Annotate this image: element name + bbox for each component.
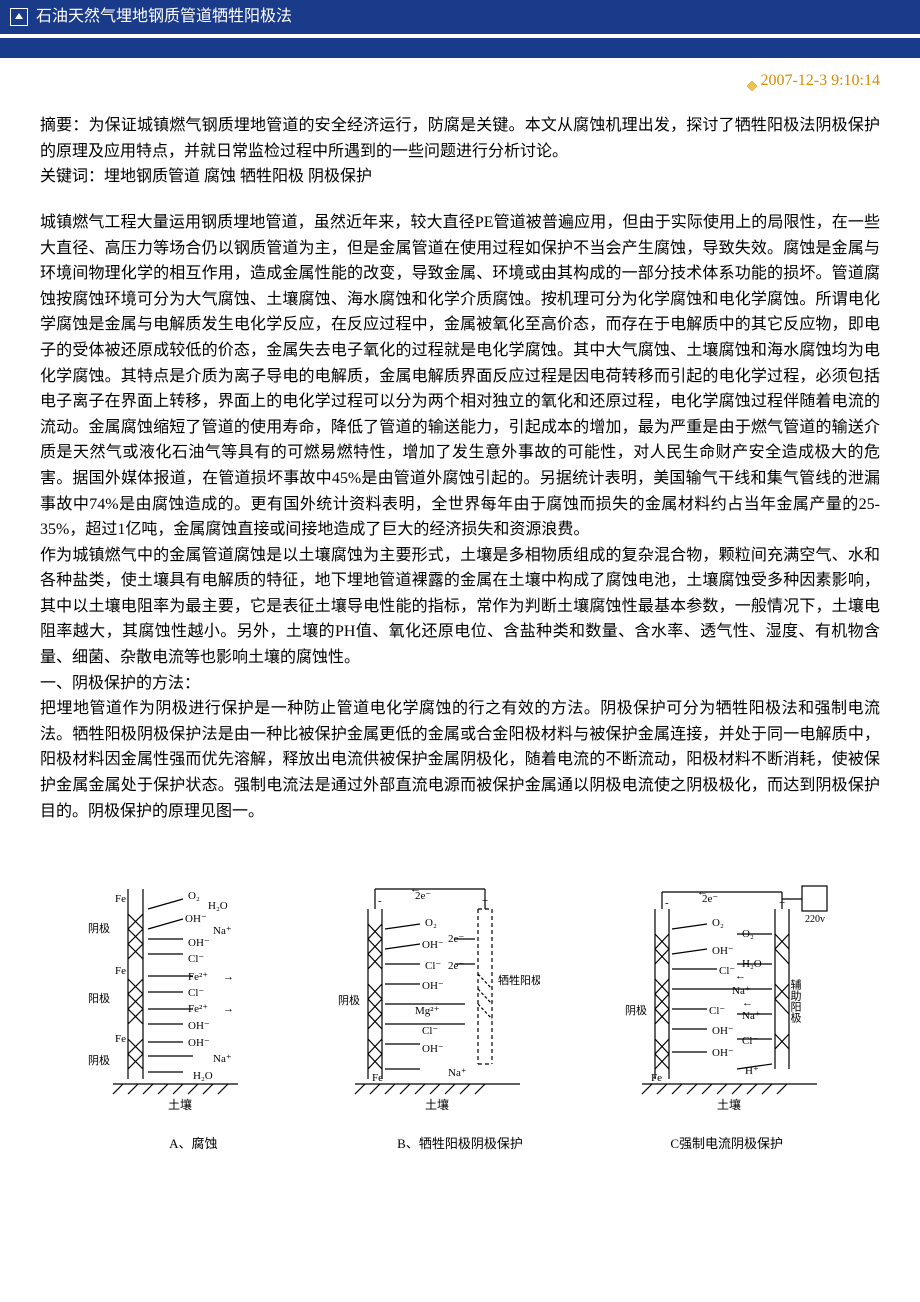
svg-text:OH⁻: OH⁻: [188, 1020, 210, 1032]
svg-text:Cl⁻: Cl⁻: [742, 1035, 758, 1047]
keywords-label: 关键词：: [40, 168, 104, 185]
keywords-text: 埋地钢质管道 腐蚀 牺牲阳极 阴极保护: [104, 168, 372, 185]
svg-text:Cl⁻: Cl⁻: [709, 1005, 725, 1017]
svg-text:+: +: [482, 895, 488, 907]
svg-text:OH⁻: OH⁻: [712, 1047, 734, 1059]
svg-text:Cl⁻: Cl⁻: [188, 987, 204, 999]
svg-text:-: -: [378, 895, 382, 907]
svg-text:Na⁺: Na⁺: [213, 925, 232, 937]
svg-text:2e⁻: 2e⁻: [448, 933, 464, 945]
svg-text:Cl⁻: Cl⁻: [425, 960, 441, 972]
collapse-icon: [10, 8, 28, 26]
diagram-a: Fe O₂ H₂O OH⁻ Na⁺ OH⁻ Cl⁻ Fe Fe²⁺ → Cl⁻ …: [73, 884, 253, 1114]
svg-text:Fe: Fe: [372, 1072, 383, 1084]
paragraph-3: 把埋地管道作为阴极进行保护是一种防止管道电化学腐蚀的行之有效的方法。阴极保护可分…: [40, 696, 880, 824]
svg-text:OH⁻: OH⁻: [422, 980, 444, 992]
paragraph-2: 作为城镇燃气中的金属管道腐蚀是以土壤腐蚀为主要形式，土壤是多相物质组成的复杂混合…: [40, 543, 880, 671]
diamond-icon: [746, 75, 758, 87]
svg-text:牺牲阳极: 牺牲阳极: [498, 973, 540, 987]
svg-text:H₂O: H₂O: [208, 900, 228, 912]
svg-text:Fe: Fe: [115, 893, 126, 905]
svg-text:OH⁻: OH⁻: [422, 1043, 444, 1055]
svg-text:OH⁻: OH⁻: [712, 1025, 734, 1037]
svg-text:Fe²⁺: Fe²⁺: [188, 971, 208, 983]
svg-text:土壤: 土壤: [717, 1097, 741, 1112]
abstract-text: 为保证城镇燃气钢质埋地管道的安全经济运行，防腐是关键。本文从腐蚀机理出发，探讨了…: [40, 117, 880, 160]
svg-text:OH⁻: OH⁻: [185, 913, 207, 925]
svg-text:-: -: [665, 897, 669, 909]
svg-text:土壤: 土壤: [168, 1097, 192, 1112]
svg-text:OH⁻: OH⁻: [188, 937, 210, 949]
svg-text:H⁺: H⁺: [745, 1065, 759, 1077]
svg-text:Fe: Fe: [115, 965, 126, 977]
svg-text:OH⁻: OH⁻: [188, 1037, 210, 1049]
svg-text:Na⁺: Na⁺: [732, 985, 751, 997]
diagram-label-c: C强制电流阴极保护: [593, 1134, 860, 1155]
svg-text:O₂: O₂: [712, 917, 724, 929]
timestamp: 2007-12-3 9:10:14: [760, 72, 880, 89]
diagram-labels: A、腐蚀 B、牺牲阳极阴极保护 C强制电流阴极保护: [40, 1134, 880, 1155]
diagram-label-b: B、牺牲阳极阴极保护: [327, 1134, 594, 1155]
svg-text:阴极: 阴极: [625, 1003, 647, 1017]
svg-text:Cl⁻: Cl⁻: [422, 1025, 438, 1037]
svg-text:←: ←: [410, 884, 421, 895]
svg-text:Fe: Fe: [651, 1072, 662, 1084]
title-bar: 石油天然气埋地钢质管道牺牲阳极法: [0, 0, 920, 34]
svg-text:+: +: [779, 897, 785, 909]
svg-text:Na⁺: Na⁺: [213, 1053, 232, 1065]
svg-text:OH⁻: OH⁻: [712, 945, 734, 957]
svg-text:OH⁻: OH⁻: [422, 939, 444, 951]
svg-text:Fe: Fe: [115, 1033, 126, 1045]
svg-text:O₂: O₂: [742, 928, 754, 940]
svg-text:2e⁻: 2e⁻: [448, 960, 464, 972]
section-1-title: 一、阴极保护的方法：: [40, 671, 880, 697]
svg-text:阴极: 阴极: [338, 993, 360, 1007]
svg-text:←: ←: [697, 886, 708, 898]
svg-text:→: →: [223, 971, 234, 983]
svg-text:Cl⁻: Cl⁻: [719, 965, 735, 977]
diagram-row: Fe O₂ H₂O OH⁻ Na⁺ OH⁻ Cl⁻ Fe Fe²⁺ → Cl⁻ …: [40, 884, 880, 1114]
svg-text:Mg²⁺: Mg²⁺: [415, 1005, 440, 1017]
svg-text:O₂: O₂: [425, 917, 437, 929]
svg-text:Cl⁻: Cl⁻: [188, 953, 204, 965]
svg-text:220v: 220v: [805, 914, 825, 925]
svg-text:O₂: O₂: [188, 890, 200, 902]
svg-text:阴极: 阴极: [88, 921, 110, 935]
timestamp-row: 2007-12-3 9:10:14: [0, 58, 920, 114]
page-title: 石油天然气埋地钢质管道牺牲阳极法: [36, 4, 292, 30]
svg-text:Na⁺: Na⁺: [742, 1010, 761, 1022]
svg-text:Fe²⁺: Fe²⁺: [188, 1003, 208, 1015]
diagram-label-a: A、腐蚀: [60, 1134, 327, 1155]
svg-text:阴极: 阴极: [88, 1053, 110, 1067]
document-body: 摘要：为保证城镇燃气钢质埋地管道的安全经济运行，防腐是关键。本文从腐蚀机理出发，…: [0, 113, 920, 824]
svg-text:H₂O: H₂O: [742, 958, 762, 970]
svg-text:←: ←: [742, 997, 753, 1009]
svg-text:H₂O: H₂O: [193, 1070, 213, 1082]
svg-text:→: →: [223, 1003, 234, 1015]
sub-bar: [0, 38, 920, 58]
keywords: 关键词：埋地钢质管道 腐蚀 牺牲阳极 阴极保护: [40, 164, 880, 190]
abstract-label: 摘要：: [40, 117, 88, 134]
svg-text:阳极: 阳极: [88, 991, 110, 1005]
paragraph-1: 城镇燃气工程大量运用钢质埋地管道，虽然近年来，较大直径PE管道被普遍应用，但由于…: [40, 210, 880, 543]
diagram-c: - + 2e⁻ ← 220v O₂ O₂ OH⁻ H₂O Cl⁻ Na⁺ ← C…: [607, 884, 847, 1114]
diagram-b: - + 2e⁻ ← O₂ OH⁻ Cl⁻ OH⁻ Mg²⁺ Cl⁻ OH⁻ Na…: [320, 884, 540, 1114]
svg-text:土壤: 土壤: [425, 1097, 449, 1112]
svg-text:Na⁺: Na⁺: [448, 1067, 467, 1079]
abstract: 摘要：为保证城镇燃气钢质埋地管道的安全经济运行，防腐是关键。本文从腐蚀机理出发，…: [40, 113, 880, 164]
svg-text:辅助阳极: 辅助阳极: [789, 978, 802, 1024]
diagram-section: Fe O₂ H₂O OH⁻ Na⁺ OH⁻ Cl⁻ Fe Fe²⁺ → Cl⁻ …: [0, 884, 920, 1155]
svg-text:←: ←: [735, 970, 746, 982]
